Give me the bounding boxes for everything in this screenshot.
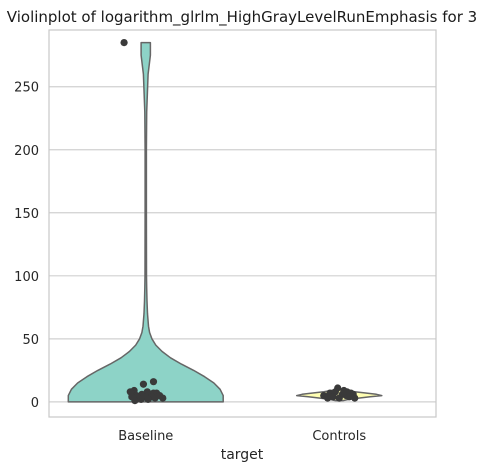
data-point-baseline-20 [131,397,139,405]
y-tick-label-100: 100 [14,270,39,285]
data-point-controls-14 [324,394,332,402]
y-tick-label-0: 0 [31,396,39,411]
plot-frame [48,29,437,418]
data-point-baseline-0 [120,39,128,47]
data-point-baseline-19 [137,395,145,403]
data-points [120,39,359,405]
data-point-baseline-15 [151,394,159,402]
data-point-baseline-2 [139,380,148,388]
grid-lines [49,86,436,403]
data-point-baseline-1 [149,378,158,386]
chart-title: Violinplot of logarithm_glrlm_HighGrayLe… [7,8,477,27]
y-tick-label-50: 50 [22,333,39,348]
plot-border [48,29,437,418]
data-point-controls-11 [329,393,337,401]
tick-labels: 0 50 100 150 200 250 Baseline Controls [14,81,366,444]
data-point-baseline-17 [159,394,167,402]
y-tick-label-200: 200 [14,144,39,159]
data-point-controls-13 [351,394,359,402]
x-tick-label-controls: Controls [312,429,366,444]
y-tick-label-150: 150 [14,207,39,222]
data-point-controls-10 [345,393,353,401]
violins [67,41,383,403]
violin-baseline [67,41,224,403]
x-axis-label: target [221,447,264,463]
data-point-baseline-18 [144,395,152,403]
data-point-controls-12 [335,394,343,402]
y-tick-label-250: 250 [14,81,39,96]
x-tick-label-baseline: Baseline [118,429,173,444]
